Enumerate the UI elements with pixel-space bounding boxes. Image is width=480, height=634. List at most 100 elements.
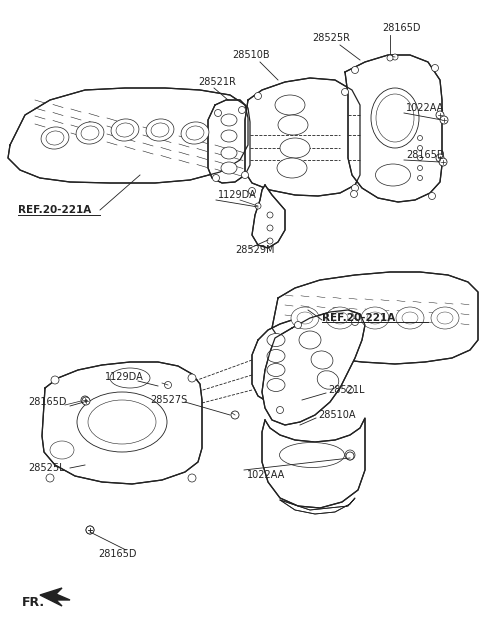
Circle shape	[439, 158, 447, 166]
Text: 28525L: 28525L	[28, 463, 65, 473]
Text: 28165D: 28165D	[382, 23, 420, 33]
Ellipse shape	[151, 123, 169, 137]
Text: 28521R: 28521R	[198, 77, 236, 87]
Circle shape	[350, 190, 358, 198]
Polygon shape	[262, 418, 365, 508]
Ellipse shape	[402, 312, 418, 324]
Circle shape	[351, 67, 359, 74]
Text: REF.20-221A: REF.20-221A	[18, 205, 91, 215]
Polygon shape	[252, 320, 300, 402]
Ellipse shape	[317, 371, 339, 389]
Ellipse shape	[41, 127, 69, 149]
Circle shape	[188, 474, 196, 482]
Text: 28525R: 28525R	[312, 33, 350, 43]
Circle shape	[418, 136, 422, 141]
Circle shape	[436, 111, 444, 119]
Ellipse shape	[111, 119, 139, 141]
Polygon shape	[272, 272, 478, 364]
Circle shape	[351, 184, 359, 191]
Ellipse shape	[221, 114, 237, 126]
Circle shape	[440, 116, 448, 124]
Circle shape	[295, 321, 301, 328]
Text: 28165D: 28165D	[28, 397, 67, 407]
Ellipse shape	[77, 392, 167, 452]
Polygon shape	[8, 88, 248, 183]
Circle shape	[231, 411, 239, 419]
Ellipse shape	[278, 115, 308, 135]
Text: 1022AA: 1022AA	[247, 470, 285, 480]
Ellipse shape	[367, 312, 383, 324]
Text: 28510A: 28510A	[318, 410, 356, 420]
Text: 28510B: 28510B	[232, 50, 270, 60]
Ellipse shape	[277, 158, 307, 178]
Ellipse shape	[375, 164, 410, 186]
Circle shape	[276, 406, 284, 413]
Polygon shape	[40, 588, 70, 606]
Circle shape	[432, 65, 439, 72]
Text: 28527S: 28527S	[150, 395, 187, 405]
Circle shape	[392, 54, 398, 60]
Ellipse shape	[297, 312, 313, 324]
Ellipse shape	[267, 349, 285, 363]
Polygon shape	[42, 362, 202, 484]
Ellipse shape	[279, 443, 345, 467]
Circle shape	[347, 387, 353, 394]
Text: 1129DA: 1129DA	[105, 372, 144, 382]
Circle shape	[418, 165, 422, 171]
Ellipse shape	[221, 130, 237, 142]
Text: 28165D: 28165D	[406, 150, 444, 160]
Circle shape	[341, 89, 348, 96]
Ellipse shape	[81, 126, 99, 140]
Circle shape	[86, 526, 94, 534]
Polygon shape	[262, 310, 365, 425]
Ellipse shape	[110, 368, 150, 388]
Circle shape	[82, 397, 90, 405]
Ellipse shape	[50, 441, 74, 459]
Ellipse shape	[116, 123, 134, 137]
Circle shape	[46, 474, 54, 482]
Circle shape	[351, 318, 359, 325]
Polygon shape	[208, 100, 250, 183]
Ellipse shape	[396, 307, 424, 329]
Circle shape	[267, 225, 273, 231]
Circle shape	[267, 238, 273, 244]
Circle shape	[215, 110, 221, 117]
Circle shape	[188, 374, 196, 382]
Circle shape	[213, 174, 219, 181]
Ellipse shape	[431, 307, 459, 329]
Text: 28529M: 28529M	[235, 245, 275, 255]
Text: REF.20-221A: REF.20-221A	[322, 313, 395, 323]
Text: 1022AA: 1022AA	[406, 103, 444, 113]
Ellipse shape	[311, 351, 333, 369]
Circle shape	[254, 93, 262, 100]
Text: 1129DA: 1129DA	[218, 190, 257, 200]
Ellipse shape	[186, 126, 204, 140]
Ellipse shape	[332, 312, 348, 324]
Circle shape	[267, 212, 273, 218]
Ellipse shape	[221, 147, 237, 159]
Ellipse shape	[267, 378, 285, 392]
Circle shape	[429, 193, 435, 200]
Circle shape	[345, 450, 355, 460]
Ellipse shape	[46, 131, 64, 145]
Circle shape	[51, 376, 59, 384]
Text: 28165D: 28165D	[98, 549, 136, 559]
Ellipse shape	[267, 333, 285, 347]
Ellipse shape	[88, 400, 156, 444]
Circle shape	[255, 203, 261, 209]
Ellipse shape	[361, 307, 389, 329]
Circle shape	[81, 396, 89, 404]
Circle shape	[418, 155, 422, 160]
Polygon shape	[252, 185, 285, 248]
Ellipse shape	[371, 88, 419, 148]
Circle shape	[249, 188, 255, 195]
Ellipse shape	[326, 307, 354, 329]
Ellipse shape	[267, 363, 285, 377]
Ellipse shape	[280, 138, 310, 158]
Ellipse shape	[76, 122, 104, 144]
Ellipse shape	[146, 119, 174, 141]
Circle shape	[165, 382, 171, 389]
Ellipse shape	[299, 331, 321, 349]
Circle shape	[436, 154, 444, 162]
Text: 28521L: 28521L	[328, 385, 364, 395]
